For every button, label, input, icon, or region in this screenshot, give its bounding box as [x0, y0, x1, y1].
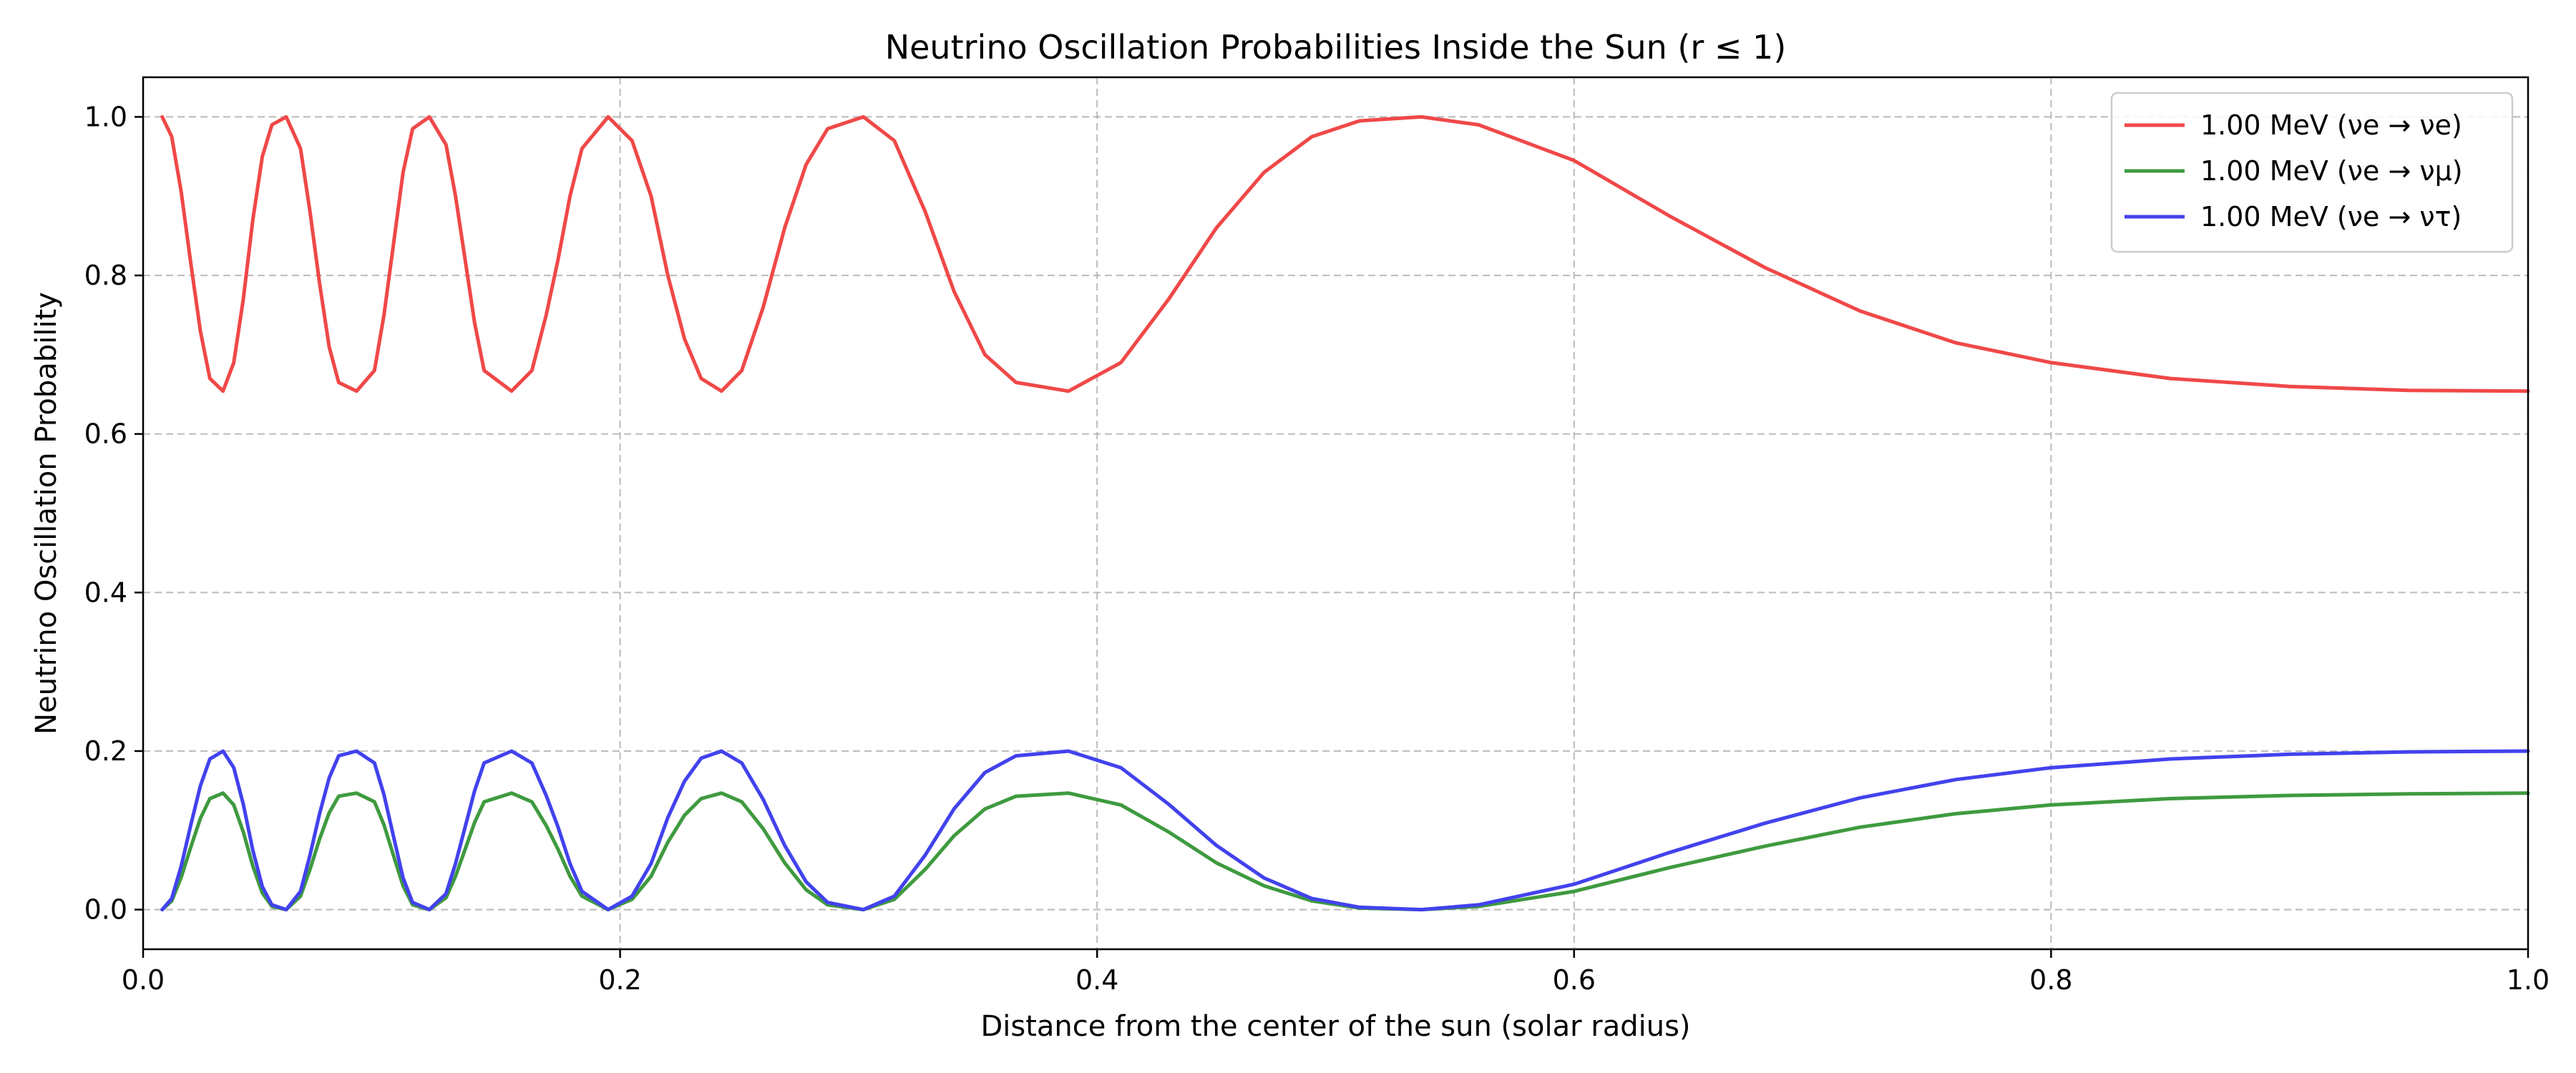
- x-tick-label: 0.4: [1075, 964, 1118, 996]
- series-line-0: [160, 114, 2530, 393]
- chart-title: Neutrino Oscillation Probabilities Insid…: [885, 28, 1787, 67]
- series-line-2: [160, 749, 2530, 912]
- legend-label: 1.00 MeV (νe → νμ): [2200, 155, 2463, 187]
- x-tick-label: 1.0: [2507, 964, 2550, 996]
- plot-area: [160, 114, 2530, 912]
- y-tick-label: 1.0: [84, 101, 127, 132]
- legend: 1.00 MeV (νe → νe) 1.00 MeV (νe → νμ) 1.00…: [2110, 92, 2514, 253]
- y-tick-label: 0.0: [84, 894, 127, 926]
- y-tick-label: 0.6: [84, 418, 127, 450]
- x-tick-label: 0.0: [122, 964, 165, 996]
- x-tick-label: 0.6: [1553, 964, 1596, 996]
- x-tick-label: 0.2: [598, 964, 641, 996]
- legend-label: 1.00 MeV (νe → νe): [2200, 109, 2462, 141]
- x-tick-label: 0.8: [2029, 964, 2072, 996]
- y-axis-label: Neutrino Oscillation Probability: [30, 292, 63, 735]
- plot-frame: [142, 76, 2529, 951]
- legend-label: 1.00 MeV (νe → ντ): [2200, 201, 2462, 232]
- x-axis-ticks: 0.0 0.2 0.4 0.6 0.8 1.0: [122, 949, 2550, 996]
- y-axis-ticks: 0.0 0.2 0.4 0.6 0.8 1.0: [84, 101, 143, 926]
- y-tick-label: 0.4: [84, 577, 127, 608]
- y-tick-label: 0.8: [84, 260, 127, 291]
- x-axis-label: Distance from the center of the sun (sol…: [980, 1010, 1690, 1043]
- legend-box: [2110, 92, 2514, 253]
- y-tick-label: 0.2: [84, 735, 127, 767]
